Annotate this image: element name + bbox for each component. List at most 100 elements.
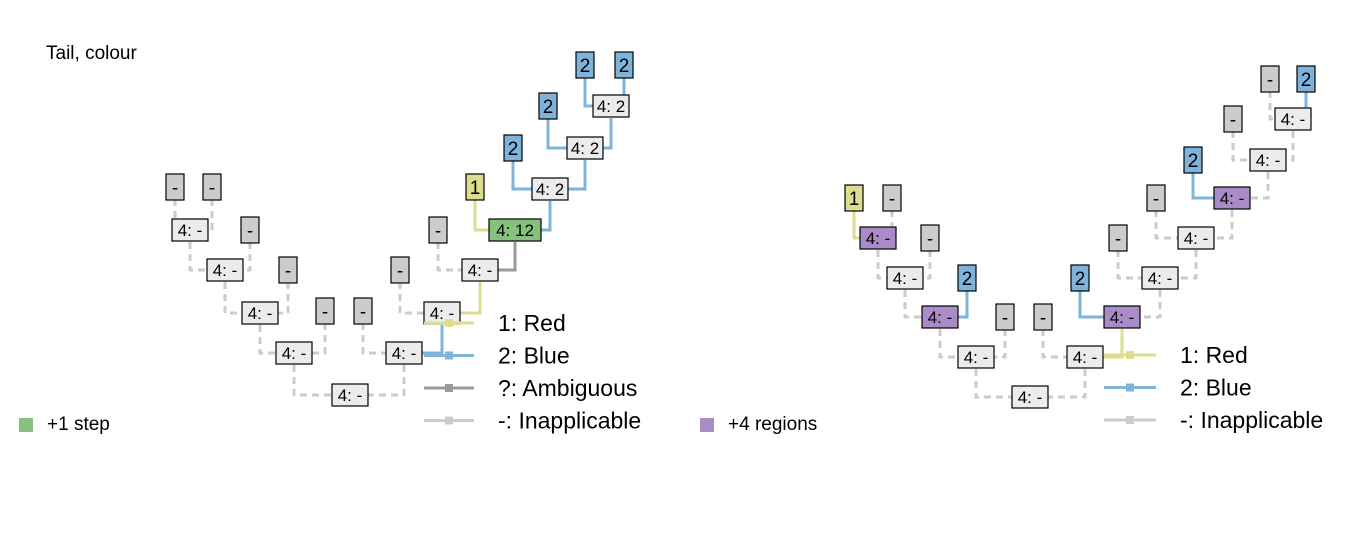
left-legend-item-inapplicable: -: Inapplicable bbox=[424, 408, 641, 434]
right-tip-L: - bbox=[1260, 65, 1280, 93]
left-legend-marker bbox=[445, 319, 453, 327]
right-tip-label: - bbox=[1002, 308, 1008, 329]
right-edge-22-inapplicable bbox=[1268, 91, 1293, 121]
right-tip-J: 2 bbox=[1183, 146, 1203, 174]
left-node-box bbox=[592, 94, 630, 118]
left-node-n9: 4: 12 bbox=[488, 218, 542, 242]
plot-title: Tail, colour bbox=[46, 43, 137, 64]
left-legend-marker bbox=[445, 416, 453, 425]
left-tree: - - - - - - - - 1 2 2 2 2 4: - 4: - 4: - 4: - 4: - 4: - 4: … bbox=[165, 51, 634, 407]
left-node-label: 4: - bbox=[430, 304, 455, 323]
left-node-n6: 4: - bbox=[385, 341, 423, 365]
right-node-label: 4: - bbox=[1073, 348, 1098, 367]
left-legend-label: 2: Blue bbox=[498, 343, 570, 369]
left-tip-label: - bbox=[360, 302, 366, 323]
left-node-label: 4: - bbox=[282, 344, 307, 363]
right-tip-C: - bbox=[920, 224, 940, 252]
right-edge-3-inapplicable bbox=[905, 250, 932, 280]
left-legend: 1: Red 2: Blue ?: Ambiguous -: Inapplicable bbox=[424, 310, 641, 434]
right-node-box bbox=[957, 345, 995, 369]
right-node-n12: 4: - bbox=[1274, 107, 1312, 131]
right-node-label: 4: - bbox=[1184, 229, 1209, 248]
left-legend-marker bbox=[445, 384, 453, 392]
left-node-n4: 4: - bbox=[275, 341, 313, 365]
left-node-n3: 4: - bbox=[241, 301, 279, 325]
right-node-box bbox=[1011, 385, 1049, 409]
right-edge-21-inapplicable bbox=[1268, 131, 1295, 162]
right-legend-label: 2: Blue bbox=[1180, 375, 1252, 401]
right-node-label: 4: - bbox=[1256, 151, 1281, 170]
left-tip-J: 2 bbox=[503, 134, 523, 162]
left-node-n2: 4: - bbox=[206, 258, 244, 282]
right-tip-box bbox=[1146, 184, 1166, 212]
left-node-box bbox=[241, 301, 279, 325]
right-node-n3: 4: - bbox=[921, 305, 959, 329]
left-node-box bbox=[461, 258, 499, 282]
left-tip-box bbox=[165, 173, 185, 201]
right-legend-marker bbox=[1126, 383, 1134, 392]
right-tip-label: - bbox=[927, 229, 933, 250]
left-node-n11: 4: 2 bbox=[566, 136, 604, 160]
left-node-box bbox=[488, 218, 542, 242]
right-node-label: 4: - bbox=[1220, 189, 1245, 208]
step-swatch bbox=[19, 418, 33, 432]
left-tip-label: 2 bbox=[543, 97, 554, 118]
left-tip-B: - bbox=[202, 173, 222, 201]
right-edge-10-inapplicable bbox=[1041, 329, 1085, 359]
left-node-label: 4: 2 bbox=[597, 97, 625, 116]
right-node-box bbox=[1213, 186, 1251, 210]
left-tip-K: 2 bbox=[538, 92, 558, 120]
left-tip-label: - bbox=[172, 178, 178, 199]
left-tip-label: 2 bbox=[619, 56, 630, 77]
left-node-label: 4: - bbox=[178, 221, 203, 240]
right-tip-label: 2 bbox=[1075, 269, 1086, 290]
left-tip-L: 2 bbox=[575, 51, 595, 79]
left-tip-box bbox=[390, 256, 410, 284]
right-node-label: 4: - bbox=[893, 269, 918, 288]
left-edge-12-inapplicable bbox=[398, 282, 442, 315]
left-edge-3-inapplicable bbox=[225, 242, 252, 272]
left-tip-box bbox=[538, 92, 558, 120]
left-legend-label: ?: Ambiguous bbox=[498, 375, 637, 401]
left-edge-14-inapplicable bbox=[436, 242, 480, 272]
right-tip-box bbox=[1223, 105, 1243, 133]
right-tip-label: - bbox=[889, 189, 895, 210]
right-node-n5: 4: - bbox=[1011, 385, 1049, 409]
right-tip-box bbox=[995, 303, 1015, 331]
left-node-box bbox=[275, 341, 313, 365]
left-tip-I: 1 bbox=[465, 173, 485, 201]
right-tip-label: - bbox=[1040, 308, 1046, 329]
right-node-box bbox=[1274, 107, 1312, 131]
left-node-label: 4: 2 bbox=[571, 139, 599, 158]
left-tip-box bbox=[465, 173, 485, 201]
right-tip-box bbox=[1296, 65, 1316, 93]
right-node-label: 4: - bbox=[928, 308, 953, 327]
left-node-box bbox=[171, 218, 209, 242]
right-legend-label: -: Inapplicable bbox=[1180, 407, 1323, 433]
left-tip-D: - bbox=[278, 256, 298, 284]
right-legend: 1: Red 2: Blue -: Inapplicable bbox=[1104, 342, 1323, 433]
right-tip-M: 2 bbox=[1296, 65, 1316, 93]
left-node-label: 4: - bbox=[468, 261, 493, 280]
right-tip-label: 2 bbox=[1301, 70, 1312, 91]
left-node-box bbox=[206, 258, 244, 282]
right-tip-label: - bbox=[1115, 229, 1121, 250]
left-legend-item-blue: 2: Blue bbox=[424, 343, 570, 369]
right-legend-item-blue: 2: Blue bbox=[1104, 375, 1252, 401]
left-tip-box bbox=[614, 51, 634, 79]
left-node-box bbox=[531, 177, 569, 201]
right-tip-E: - bbox=[995, 303, 1015, 331]
left-node-box bbox=[331, 383, 369, 407]
right-tip-I: - bbox=[1146, 184, 1166, 212]
right-tip-A: 1 bbox=[844, 184, 864, 212]
right-tip-box bbox=[1183, 146, 1203, 174]
right-node-n2: 4: - bbox=[886, 266, 924, 290]
right-legend-item-inapplicable: -: Inapplicable bbox=[1104, 407, 1323, 433]
right-tip-box bbox=[1033, 303, 1053, 331]
region-swatch bbox=[700, 418, 714, 432]
left-tip-label: 1 bbox=[470, 178, 481, 199]
left-tip-box bbox=[315, 297, 335, 325]
left-edge-8-inapplicable bbox=[292, 365, 350, 397]
left-tip-A: - bbox=[165, 173, 185, 201]
